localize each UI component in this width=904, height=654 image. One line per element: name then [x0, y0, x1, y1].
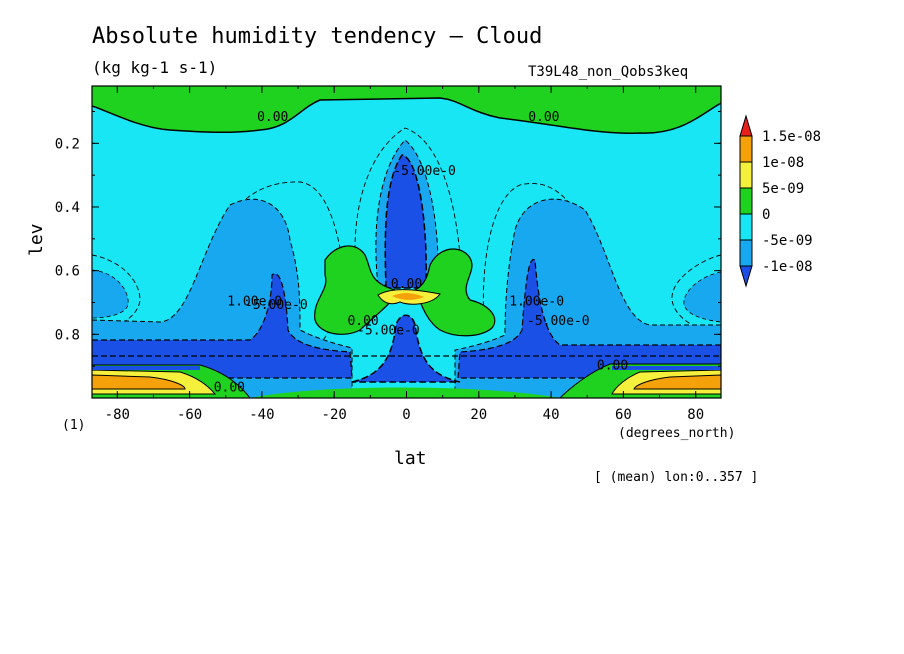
y-tick-label: 0.6: [55, 264, 80, 280]
top-zero-contour: [92, 97, 721, 135]
chart-units: (kg kg-1 s-1): [92, 58, 218, 77]
x-tick-label: -40: [249, 407, 274, 423]
x-tick-label: 0: [402, 407, 410, 423]
colorbar-bottom-arrow: [739, 265, 753, 288]
colorbar-label: -1e-08: [762, 259, 813, 275]
contour-label: 0.00: [214, 381, 245, 396]
contour-label: -5.00e-0: [245, 298, 308, 313]
bottom-darkblue-strip-left: [92, 366, 200, 370]
axes: -80 -60 -40 -20 0 20 40 60 80 0.2 0.4 0.6 0.8: [55, 85, 722, 423]
y-tick-label: 0.4: [55, 200, 80, 216]
contour-label: 0.00: [597, 358, 628, 373]
contour-label: 1.00e-0: [227, 295, 282, 310]
colorbar-label: 0: [762, 207, 770, 223]
colorbar-label: 1e-08: [762, 155, 804, 171]
contour-label: 0.00: [391, 277, 422, 292]
run-id: T39L48_non_Qobs3keq: [528, 64, 689, 80]
right-wave-lightblue: [683, 271, 721, 323]
contour-label: 0.00: [347, 314, 378, 329]
left-wave-lightblue: [92, 269, 129, 319]
colorbar-label: 1.5e-08: [762, 129, 821, 145]
y-unit-marker: (1): [62, 418, 86, 433]
x-tick-label: 80: [687, 407, 704, 423]
x-tick-label: -60: [177, 407, 202, 423]
contour-labels: 0.00 0.00-5.00e-00.001.00e-0-5.00e-00.00-…: [214, 110, 628, 396]
colorbar-label: 5e-09: [762, 181, 804, 197]
x-tick-label: 60: [615, 407, 632, 423]
y-tick-label: 0.2: [55, 136, 80, 152]
colorbar-top-arrow: [739, 114, 753, 137]
colorbar: 1.5e-08 1e-08 5e-09 0 -5e-09 -1e-08: [739, 114, 821, 288]
x-tick-label: -80: [105, 407, 130, 423]
chart-title: Absolute humidity tendency — Cloud: [92, 24, 543, 49]
colorbar-label: -5e-09: [762, 233, 813, 249]
contour-label: -5.00e-0: [393, 164, 456, 179]
colorbar-swatch: [739, 213, 753, 241]
bottom-orange-right: [633, 374, 721, 390]
x-tick-label: 20: [470, 407, 487, 423]
contour-dashed-right-outer: [482, 183, 596, 331]
bottom-green-center: [250, 387, 560, 398]
center-left-green: [314, 245, 396, 335]
colorbar-swatch: [739, 135, 753, 163]
top-positive-band: [92, 86, 721, 134]
x-axis-units: (degrees_north): [618, 426, 736, 441]
center-orange-core: [392, 293, 424, 300]
left-column-darkblue: [92, 273, 353, 379]
bottom-orange-left: [92, 374, 186, 390]
y-tick-label: 0.8: [55, 327, 80, 343]
x-tick-label: -20: [322, 407, 347, 423]
colorbar-swatch: [739, 187, 753, 215]
filled-contours: [92, 86, 721, 398]
contour-label: -5.00e-0: [357, 323, 420, 338]
colorbar-swatch: [739, 239, 753, 267]
right-column-darkblue: [457, 259, 721, 379]
x-tick-label: 40: [543, 407, 560, 423]
contour-label: 0.00: [257, 110, 288, 125]
contour-label: 0.00: [528, 110, 559, 125]
center-column-darkblue: [384, 154, 428, 289]
contour-dashed-center-outer: [354, 127, 461, 256]
averaging-note: [ (mean) lon:0..357 ]: [594, 470, 759, 485]
contour-label: 1.00e-0: [509, 295, 564, 310]
center-stem-darkblue: [351, 314, 461, 383]
colorbar-swatch: [739, 161, 753, 189]
bottom-darkblue-strip-right: [612, 366, 721, 370]
contour-label: -5.00e-0: [527, 314, 590, 329]
contour-dashed-left-outer: [214, 181, 347, 346]
x-axis-label: lat: [394, 448, 427, 469]
